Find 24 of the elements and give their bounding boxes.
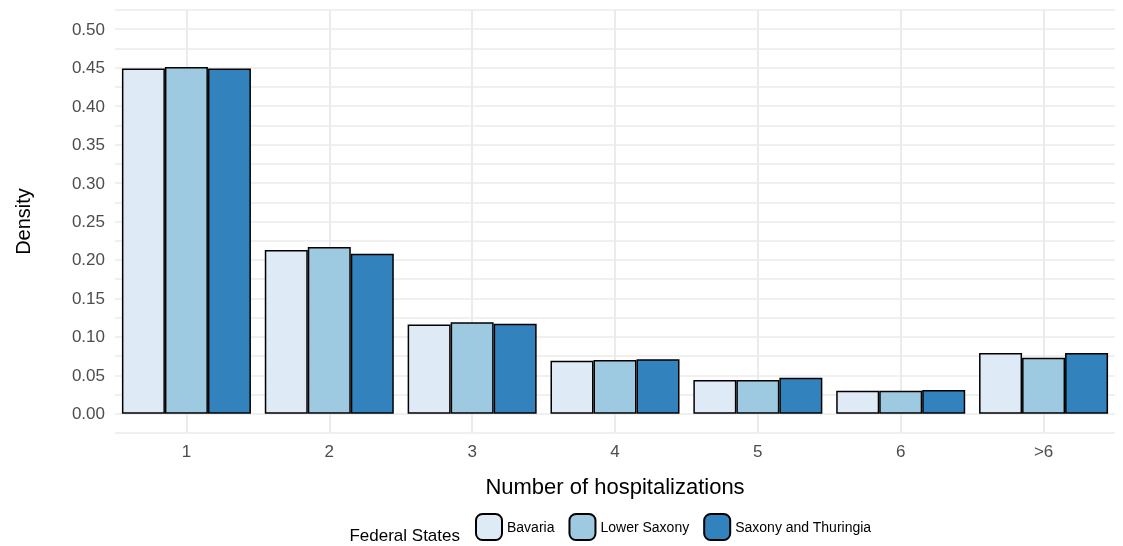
x-tick-label: >6 (1033, 442, 1054, 461)
y-tick-label: 0.05 (71, 365, 105, 385)
y-tick-label: 0.15 (71, 288, 105, 308)
x-tick-label: 6 (895, 442, 906, 461)
legend-label: Bavaria (507, 519, 555, 535)
x-tick-label: 4 (610, 442, 620, 461)
legend-label: Lower Saxony (600, 519, 690, 535)
y-tick-label: 0.45 (71, 58, 105, 78)
y-tick-label: 0.25 (71, 212, 105, 231)
y-tick-label: 0.20 (71, 250, 105, 270)
y-axis-title: Density (12, 188, 34, 255)
y-tick-label: 0.40 (71, 96, 105, 116)
x-tick-label: 1 (181, 442, 192, 461)
y-tick-label: 0.50 (71, 19, 105, 39)
y-tick-label: 0.10 (71, 327, 105, 347)
y-tick-label: 0.35 (71, 135, 105, 155)
legend-title: Federal States (349, 526, 460, 545)
y-tick-label: 0.00 (71, 404, 105, 424)
x-tick-label: 3 (467, 442, 477, 461)
x-tick-label: 2 (324, 442, 335, 461)
x-tick-label: 5 (753, 442, 763, 461)
y-tick-label: 0.30 (71, 173, 105, 193)
x-axis-title: Number of hospitalizations (485, 473, 745, 499)
legend-label: Saxony and Thuringia (735, 519, 872, 535)
